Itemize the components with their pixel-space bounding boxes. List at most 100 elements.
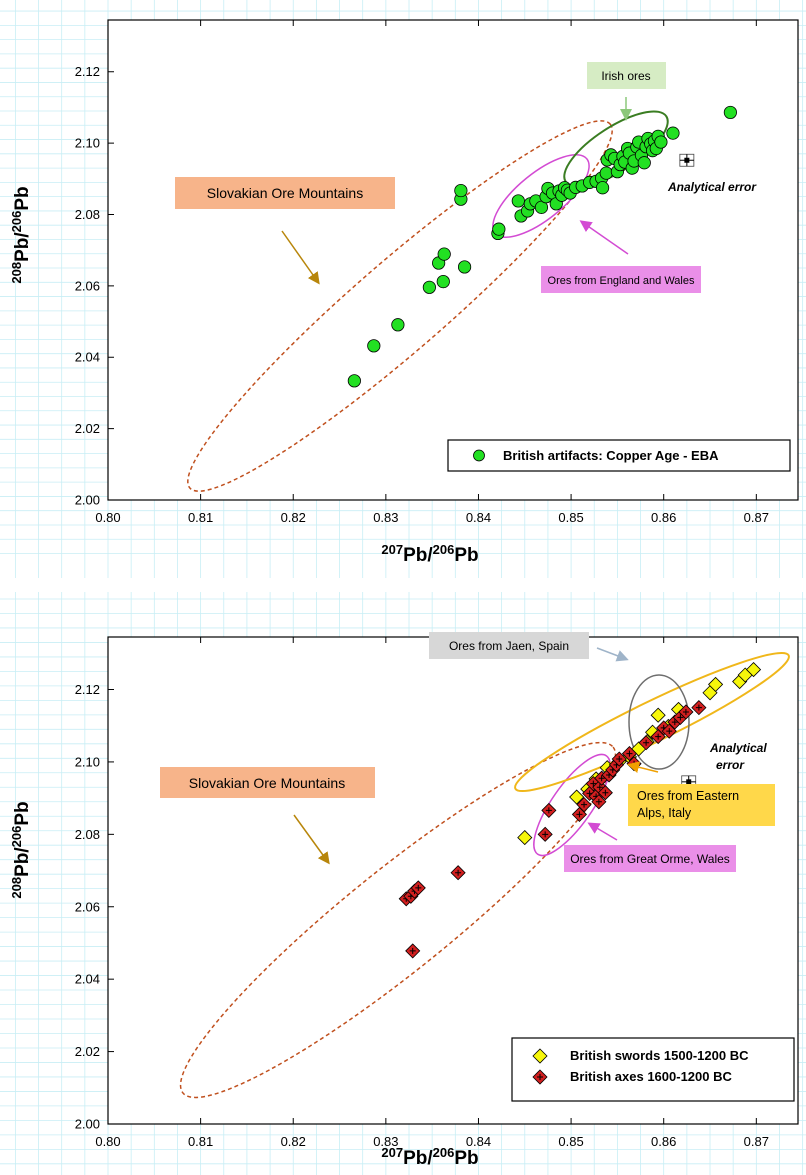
data-point-artifact: [654, 135, 668, 149]
x-axis-title: 207Pb/206Pb: [381, 542, 478, 567]
x-tick-label: 0.82: [281, 1134, 306, 1149]
plot-area: [108, 20, 798, 500]
england-label: Ores from England and Wales: [548, 275, 695, 287]
slovakian-ellipse: [187, 120, 613, 492]
data-point-axe: [691, 700, 707, 716]
analytical-error-marker: [679, 153, 695, 167]
irish-label-box: [587, 62, 666, 89]
cross-mark: [545, 807, 552, 814]
x-tick-label: 0.86: [651, 1134, 676, 1149]
data-point-axe: [592, 779, 608, 795]
slovakian-ellipse: [179, 741, 617, 1099]
cross-mark: [655, 733, 662, 740]
legend: British swords 1500-1200 BC British axes…: [511, 1037, 795, 1102]
axis-ticks: 0.80 0.81 0.82 0.83 0.84 0.85 0.86 0.87 2.00 2.02…: [75, 637, 769, 1149]
x-tick-label: 0.87: [744, 1134, 769, 1149]
data-point-axe: [541, 802, 557, 819]
x-tick-label: 0.85: [558, 510, 583, 525]
x-tick-label: 0.80: [95, 510, 120, 525]
y-tick-label: 2.00: [75, 493, 100, 508]
y-axis-title: 208Pb/206Pb: [9, 801, 34, 898]
irish-label: Irish ores: [601, 69, 650, 83]
x-tick-label: 0.84: [466, 1134, 491, 1149]
x-tick-label: 0.87: [744, 510, 769, 525]
x-tick-label: 0.83: [373, 1134, 398, 1149]
data-point-axe: [576, 797, 592, 813]
legend-box: [447, 439, 791, 472]
cross-mark: [695, 704, 702, 711]
plot-frame: [107, 19, 799, 501]
cross-mark: [590, 780, 597, 787]
data-points: [347, 105, 737, 388]
data-point-artifact: [367, 339, 381, 353]
x-tick-label: 0.84: [466, 510, 491, 525]
data-point-axe: [410, 880, 426, 896]
legend: British artifacts: Copper Age - EBA: [447, 439, 791, 472]
data-point-artifact: [436, 274, 450, 289]
legend-box: [511, 1037, 795, 1102]
x-axis-title: 207Pb/206Pb: [381, 1145, 478, 1170]
legend-label: British artifacts: Copper Age - EBA: [503, 448, 719, 463]
data-point-axe: [678, 704, 694, 720]
analytical-error-label: Analytical error: [667, 180, 757, 194]
data-point-axe: [537, 826, 553, 842]
cross-mark: [666, 728, 673, 735]
y-tick-label: 2.12: [75, 64, 100, 79]
data-point-artifact: [637, 156, 651, 170]
data-point-sword: [745, 662, 762, 678]
data-point-axe: [591, 794, 607, 810]
data-point-axe: [597, 785, 613, 801]
cross-mark: [682, 708, 689, 715]
x-tick-label: 0.81: [188, 1134, 213, 1149]
alps-label-line1: Ores from Eastern: [637, 789, 739, 803]
orme-label: Ores from Great Orme, Wales: [570, 852, 730, 866]
alps-arrow: [627, 761, 659, 774]
data-point-artifact: [723, 105, 737, 120]
x-tick-label: 0.82: [281, 510, 306, 525]
slovakian-arrow: [293, 814, 330, 865]
orme-label-box: [564, 845, 736, 872]
data-point-axe: [571, 806, 587, 822]
cross-mark: [542, 831, 549, 838]
data-point-sword: [517, 830, 533, 846]
great-orme-ellipse: [533, 753, 611, 857]
data-point-axe: [405, 943, 421, 959]
legend-label-swords: British swords 1500-1200 BC: [570, 1048, 749, 1063]
data-point-artifact: [437, 247, 451, 261]
y-tick-label: 2.04: [75, 350, 100, 365]
y-tick-label: 2.02: [75, 1044, 100, 1059]
y-tick-label: 2.12: [75, 682, 100, 697]
chart-panel-1: 0.80 0.81 0.82 0.83 0.84 0.85 0.86 0.87 2.00 2.02…: [0, 0, 806, 578]
cross-mark: [409, 947, 416, 954]
x-tick-label: 0.85: [558, 1134, 583, 1149]
cross-mark: [671, 719, 678, 726]
legend-marker-green-circle: [473, 449, 485, 462]
cross-mark: [455, 869, 462, 876]
slovakian-label: Slovakian Ore Mountains: [189, 775, 345, 791]
data-point-sword: [645, 724, 661, 740]
cross-mark: [626, 750, 633, 757]
y-tick-label: 2.02: [75, 421, 100, 436]
y-tick-label: 2.00: [75, 1117, 100, 1132]
analytical-error-label-line2: error: [716, 758, 745, 772]
legend-markers: [532, 1048, 548, 1085]
cross-mark: [643, 739, 650, 746]
data-point-artifact: [454, 183, 468, 198]
y-tick-label: 2.08: [75, 827, 100, 842]
alps-label-line2: Alps, Italy: [637, 806, 692, 820]
data-point-artifact: [492, 222, 506, 236]
y-tick-label: 2.06: [75, 278, 100, 293]
error-center: [686, 779, 692, 785]
england-label-box: [541, 266, 701, 293]
data-point-axe: [611, 751, 627, 767]
x-tick-label: 0.83: [373, 510, 398, 525]
england-arrow: [579, 220, 629, 255]
jaen-spain-ellipse: [628, 674, 690, 770]
cross-mark: [602, 789, 609, 796]
cross-mark: [616, 756, 623, 763]
data-point-sword: [569, 789, 585, 805]
jaen-label: Ores from Jaen, Spain: [449, 639, 569, 653]
x-tick-label: 0.80: [95, 1134, 120, 1149]
cross-mark: [677, 714, 684, 721]
